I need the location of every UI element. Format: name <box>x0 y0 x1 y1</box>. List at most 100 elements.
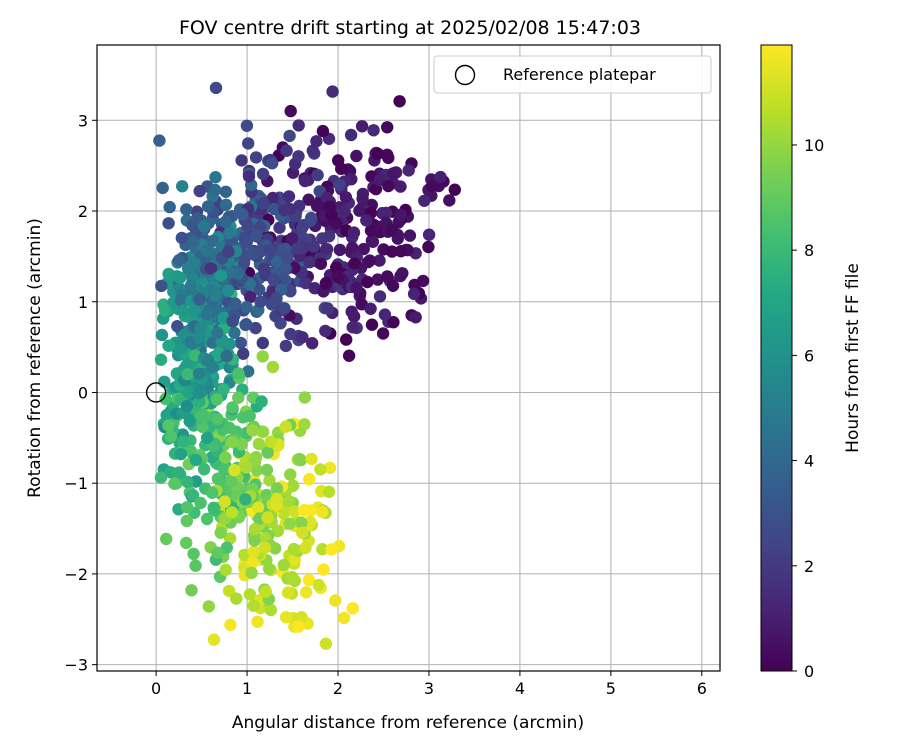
data-point <box>282 190 296 203</box>
data-point <box>298 174 312 188</box>
data-point <box>291 242 305 255</box>
data-point <box>226 401 239 414</box>
colorbar-tick-label: 10 <box>804 136 824 155</box>
data-point <box>155 328 169 342</box>
data-point <box>200 307 214 321</box>
data-point <box>214 269 228 282</box>
data-point <box>162 339 175 352</box>
data-point <box>256 197 270 210</box>
data-point <box>292 150 305 163</box>
data-point <box>260 463 274 477</box>
data-point <box>279 611 293 624</box>
x-tick-label: 4 <box>515 679 525 698</box>
data-point <box>319 637 333 650</box>
data-point <box>228 464 241 477</box>
data-point <box>210 393 223 406</box>
data-point <box>331 270 345 284</box>
data-point <box>322 485 336 498</box>
data-point <box>220 541 233 554</box>
data-point <box>360 214 373 227</box>
data-point <box>434 170 447 184</box>
x-tick-label: 5 <box>606 679 616 698</box>
data-point <box>182 386 195 399</box>
data-point <box>175 231 188 245</box>
legend-box <box>433 55 712 94</box>
data-point <box>246 556 259 569</box>
data-point <box>240 301 253 314</box>
data-point <box>306 144 319 157</box>
x-tick-label: 1 <box>242 679 252 698</box>
data-point <box>367 124 380 137</box>
data-point <box>229 297 242 310</box>
data-point <box>271 524 284 538</box>
data-point <box>202 354 215 367</box>
data-point <box>365 318 379 331</box>
data-point <box>246 424 259 437</box>
data-point <box>393 95 406 108</box>
data-point <box>267 202 281 216</box>
data-point <box>409 311 422 324</box>
data-point <box>232 367 245 380</box>
legend-entry-reference-platepar: Reference platepar <box>503 65 656 84</box>
data-point <box>366 235 380 248</box>
data-point <box>194 496 207 510</box>
data-point <box>281 252 294 265</box>
y-axis-label: Rotation from reference (arcmin) <box>25 218 45 498</box>
data-point <box>403 229 417 242</box>
data-point <box>171 320 184 333</box>
data-point <box>346 321 359 334</box>
data-point <box>193 293 206 306</box>
data-point <box>244 290 257 304</box>
data-point <box>218 495 231 508</box>
data-point <box>249 455 262 468</box>
y-tick-label: 2 <box>78 202 88 221</box>
data-point <box>240 119 254 132</box>
data-point <box>317 563 330 576</box>
data-point <box>242 137 255 150</box>
data-point <box>387 316 400 329</box>
data-point <box>181 501 194 514</box>
data-point <box>239 493 252 506</box>
data-point <box>315 505 329 519</box>
data-point <box>200 244 213 257</box>
data-point <box>174 342 188 356</box>
data-point <box>386 167 400 180</box>
data-point <box>237 347 250 360</box>
data-point <box>241 219 254 233</box>
data-point <box>337 611 351 625</box>
data-point <box>382 179 395 193</box>
y-tick-label: −1 <box>64 474 88 493</box>
data-point <box>325 543 338 556</box>
data-point <box>207 633 221 646</box>
data-point <box>180 399 194 413</box>
data-point <box>316 543 329 556</box>
data-point <box>156 181 169 195</box>
data-point <box>243 588 257 601</box>
data-point <box>250 229 263 242</box>
data-point <box>270 492 284 506</box>
data-point <box>234 336 247 350</box>
data-point <box>248 534 261 547</box>
data-point <box>371 273 384 286</box>
data-point <box>278 302 291 315</box>
data-point <box>172 466 186 479</box>
data-point <box>220 349 233 363</box>
data-point <box>311 168 324 182</box>
data-point <box>256 336 269 350</box>
data-point <box>266 157 279 170</box>
data-point <box>219 451 232 464</box>
data-point <box>355 120 369 133</box>
data-point <box>243 409 256 423</box>
data-point <box>381 121 394 134</box>
data-point <box>226 435 239 449</box>
data-point <box>303 515 317 529</box>
data-point <box>222 245 235 258</box>
data-point <box>357 242 370 256</box>
colorbar <box>760 44 793 672</box>
data-point <box>382 151 395 165</box>
data-point <box>257 262 271 275</box>
data-point <box>302 193 315 206</box>
data-point <box>256 425 270 438</box>
data-point <box>201 200 215 213</box>
